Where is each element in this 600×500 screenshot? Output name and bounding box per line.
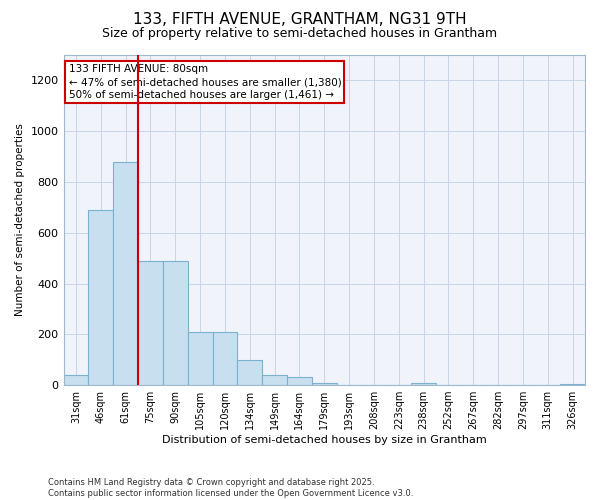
Bar	[312, 382, 337, 385]
Text: 133, FIFTH AVENUE, GRANTHAM, NG31 9TH: 133, FIFTH AVENUE, GRANTHAM, NG31 9TH	[133, 12, 467, 28]
Bar	[560, 384, 585, 385]
Bar	[188, 332, 212, 385]
Bar	[138, 260, 163, 385]
Bar	[113, 162, 138, 385]
Bar	[238, 360, 262, 385]
Bar	[262, 375, 287, 385]
Text: Contains HM Land Registry data © Crown copyright and database right 2025.
Contai: Contains HM Land Registry data © Crown c…	[48, 478, 413, 498]
Text: Size of property relative to semi-detached houses in Grantham: Size of property relative to semi-detach…	[103, 28, 497, 40]
Text: 133 FIFTH AVENUE: 80sqm
← 47% of semi-detached houses are smaller (1,380)
50% of: 133 FIFTH AVENUE: 80sqm ← 47% of semi-de…	[68, 64, 341, 100]
Bar	[411, 382, 436, 385]
Bar	[212, 332, 238, 385]
Bar	[88, 210, 113, 385]
Bar	[287, 378, 312, 385]
Y-axis label: Number of semi-detached properties: Number of semi-detached properties	[15, 124, 25, 316]
Bar	[64, 375, 88, 385]
Bar	[163, 260, 188, 385]
X-axis label: Distribution of semi-detached houses by size in Grantham: Distribution of semi-detached houses by …	[162, 435, 487, 445]
